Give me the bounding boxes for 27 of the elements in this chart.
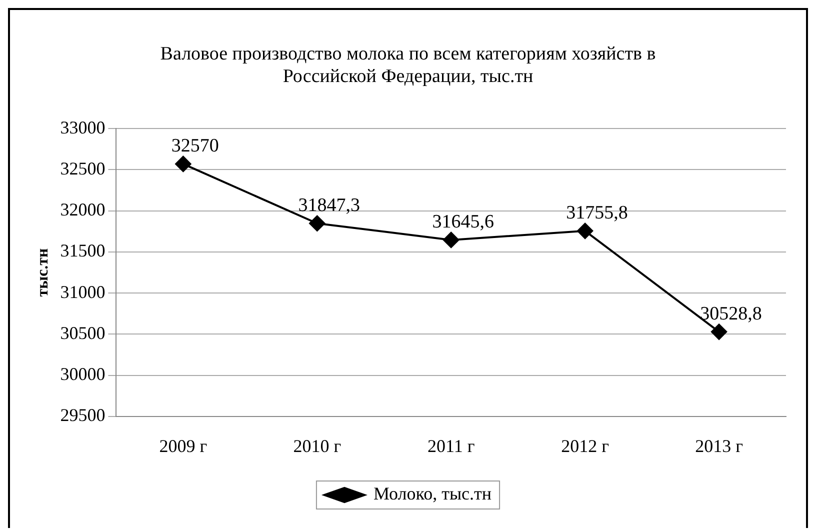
data-label: 31847,3	[298, 194, 360, 216]
data-label: 30528,8	[700, 303, 762, 324]
y-tick-label: 30000	[60, 364, 106, 384]
y-tick-label: 29500	[60, 405, 106, 426]
point	[175, 156, 192, 172]
x-tick-label: 2012 г	[561, 436, 610, 456]
y-tick-label: 31000	[60, 282, 106, 302]
text: Российской Федерации, тыс.тн	[282, 66, 534, 88]
y-tick-label: 32500	[60, 158, 106, 178]
y-tick-label: 31500	[60, 240, 106, 261]
y-tick-label: 32000	[60, 200, 106, 220]
x-tick-label: 2010 г	[293, 436, 342, 456]
text: Валовое производство молока по всем категориям хозяйств в	[160, 43, 656, 64]
y-axis-title: тыс.тн	[34, 248, 52, 297]
point	[711, 324, 728, 340]
data-label: 31645,6	[432, 211, 494, 232]
legend-label: Молоко, тыс.тн	[373, 484, 492, 504]
y-tick-label: 30500	[60, 322, 106, 343]
point	[309, 215, 326, 232]
data-label: 31755,8	[566, 202, 628, 224]
point	[577, 222, 594, 239]
data-label: 32570	[171, 135, 219, 156]
y-tick-label: 33000	[60, 117, 106, 138]
x-tick-label: 2009 г	[159, 436, 208, 456]
x-tick-label: 2011 г	[427, 436, 475, 456]
point	[443, 232, 460, 248]
x-tick-label: 2013 г	[695, 436, 743, 456]
